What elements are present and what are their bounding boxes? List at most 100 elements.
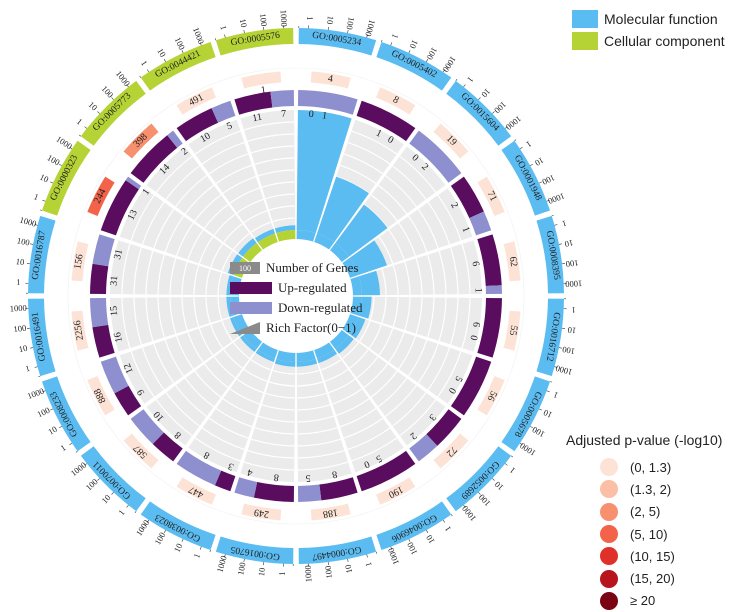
tick-label: 10 bbox=[343, 564, 354, 574]
down-regulated-bar bbox=[93, 234, 115, 266]
tick-label: 100 bbox=[258, 13, 269, 27]
down-regulated-bar bbox=[90, 298, 108, 327]
pvalue-legend-item: (5, 10) bbox=[566, 523, 722, 545]
down-count-label: 1 bbox=[473, 288, 484, 293]
tick-label: 100 bbox=[476, 492, 492, 508]
tick-label: 1000 bbox=[191, 26, 206, 45]
tick-mark bbox=[552, 215, 554, 216]
pvalue-dot bbox=[600, 592, 618, 610]
tick-label: 1000 bbox=[279, 10, 290, 27]
tick-mark bbox=[224, 35, 225, 38]
tick-label: 1 bbox=[571, 305, 576, 315]
tick-label: 10 bbox=[172, 542, 185, 554]
gene-count-label: 156 bbox=[72, 253, 85, 270]
tick-mark bbox=[97, 112, 99, 114]
tick-label: 100 bbox=[84, 476, 100, 492]
tick-mark bbox=[451, 514, 452, 516]
pvalue-label: (15, 20) bbox=[630, 571, 675, 586]
tick-label: 1 bbox=[561, 218, 568, 229]
down-count-label: 7 bbox=[281, 109, 287, 120]
tick-mark bbox=[492, 112, 494, 114]
tick-mark bbox=[348, 559, 349, 562]
up-count-label: 31 bbox=[109, 275, 121, 286]
center-legend-down: Down-regulated bbox=[230, 298, 380, 318]
pvalue-legend-item: (0, 1.3) bbox=[566, 456, 722, 478]
tick-label: 1 bbox=[139, 59, 150, 68]
pvalue-legend-title: Adjusted p-value (-log10) bbox=[566, 432, 722, 448]
tick-label: 1 bbox=[508, 465, 518, 475]
tick-label: 1000 bbox=[19, 215, 38, 229]
category-legend: Molecular function Cellular component bbox=[572, 8, 725, 52]
tick-label: 1 bbox=[277, 571, 287, 576]
tick-mark bbox=[164, 59, 165, 62]
tick-mark bbox=[30, 244, 33, 245]
center-legend-genes: 100 Number of Genes bbox=[230, 258, 380, 278]
pvalue-dot bbox=[600, 458, 618, 476]
tick-label: 1000 bbox=[114, 69, 132, 89]
tick-mark bbox=[244, 559, 245, 562]
tick-mark bbox=[478, 97, 480, 99]
tick-label: 10 bbox=[46, 424, 58, 437]
up-regulated-bar bbox=[90, 264, 108, 294]
center-legend: 100 Number of Genes Up-regulated Down-re… bbox=[230, 258, 380, 338]
tick-mark bbox=[135, 511, 136, 513]
tick-mark bbox=[127, 505, 129, 507]
tick-label: 100 bbox=[16, 235, 30, 247]
tick-label: 1 bbox=[24, 363, 31, 374]
pvalue-legend-item: (1.3, 2) bbox=[566, 478, 722, 500]
tick-label: 1 bbox=[59, 442, 68, 453]
tick-label: 1000 bbox=[54, 134, 74, 152]
tick-mark bbox=[215, 38, 216, 40]
tick-label: 100 bbox=[565, 258, 579, 269]
gene-count-label: 188 bbox=[322, 506, 339, 519]
tick-label: 1000 bbox=[303, 565, 314, 582]
tick-mark bbox=[376, 552, 377, 554]
tick-label: 10 bbox=[542, 408, 554, 421]
pvalue-label: ≥ 20 bbox=[630, 593, 655, 608]
pvalue-label: (10, 15) bbox=[630, 549, 675, 564]
tick-label: 1000 bbox=[69, 460, 89, 478]
tick-mark bbox=[539, 409, 542, 410]
down-count-label: 15 bbox=[109, 305, 121, 316]
up-swatch bbox=[230, 282, 272, 294]
tick-label: 10 bbox=[155, 46, 168, 58]
tick-label: 10 bbox=[15, 256, 25, 267]
tick-mark bbox=[492, 478, 494, 480]
tick-label: 1 bbox=[552, 390, 560, 401]
tick-mark bbox=[59, 426, 62, 427]
down-regulated-bar bbox=[234, 477, 257, 497]
down-regulated-bar bbox=[486, 285, 502, 294]
tick-mark bbox=[391, 42, 392, 45]
rich-swatch bbox=[230, 322, 260, 334]
up-count-label: 0 bbox=[308, 109, 314, 120]
tick-mark bbox=[539, 182, 542, 183]
legend-cc-swatch bbox=[572, 32, 598, 50]
tick-mark bbox=[97, 478, 99, 480]
tick-mark bbox=[112, 492, 114, 494]
center-legend-rich: Rich Factor(0−1) bbox=[230, 318, 380, 338]
tick-mark bbox=[69, 443, 72, 445]
tick-label: 1000 bbox=[460, 504, 478, 524]
center-legend-down-label: Down-regulated bbox=[278, 300, 362, 316]
up-regulated-bar bbox=[319, 477, 357, 500]
gene-count-label: 1 bbox=[260, 85, 267, 97]
tick-mark bbox=[547, 391, 550, 392]
pvalue-legend-item: (2, 5) bbox=[566, 501, 722, 523]
tick-label: 10 bbox=[533, 155, 545, 168]
pvalue-legend-item: (15, 20) bbox=[566, 567, 722, 589]
tick-label: 100 bbox=[344, 16, 356, 30]
tick-mark bbox=[478, 492, 480, 494]
gene-count-label: 2256 bbox=[72, 320, 86, 341]
tick-mark bbox=[140, 76, 141, 78]
tick-label: 10 bbox=[325, 15, 336, 25]
tick-label: 10 bbox=[256, 567, 267, 577]
tick-mark bbox=[76, 451, 78, 452]
tick-label: 1 bbox=[442, 524, 453, 533]
tick-label: 100 bbox=[36, 405, 52, 419]
pvalue-label: (5, 10) bbox=[630, 527, 668, 542]
tick-label: 10 bbox=[567, 325, 577, 336]
tick-mark bbox=[210, 550, 211, 552]
tick-label: 1 bbox=[116, 508, 126, 518]
tick-label: 100 bbox=[46, 152, 62, 167]
tick-label: 100 bbox=[323, 565, 334, 579]
